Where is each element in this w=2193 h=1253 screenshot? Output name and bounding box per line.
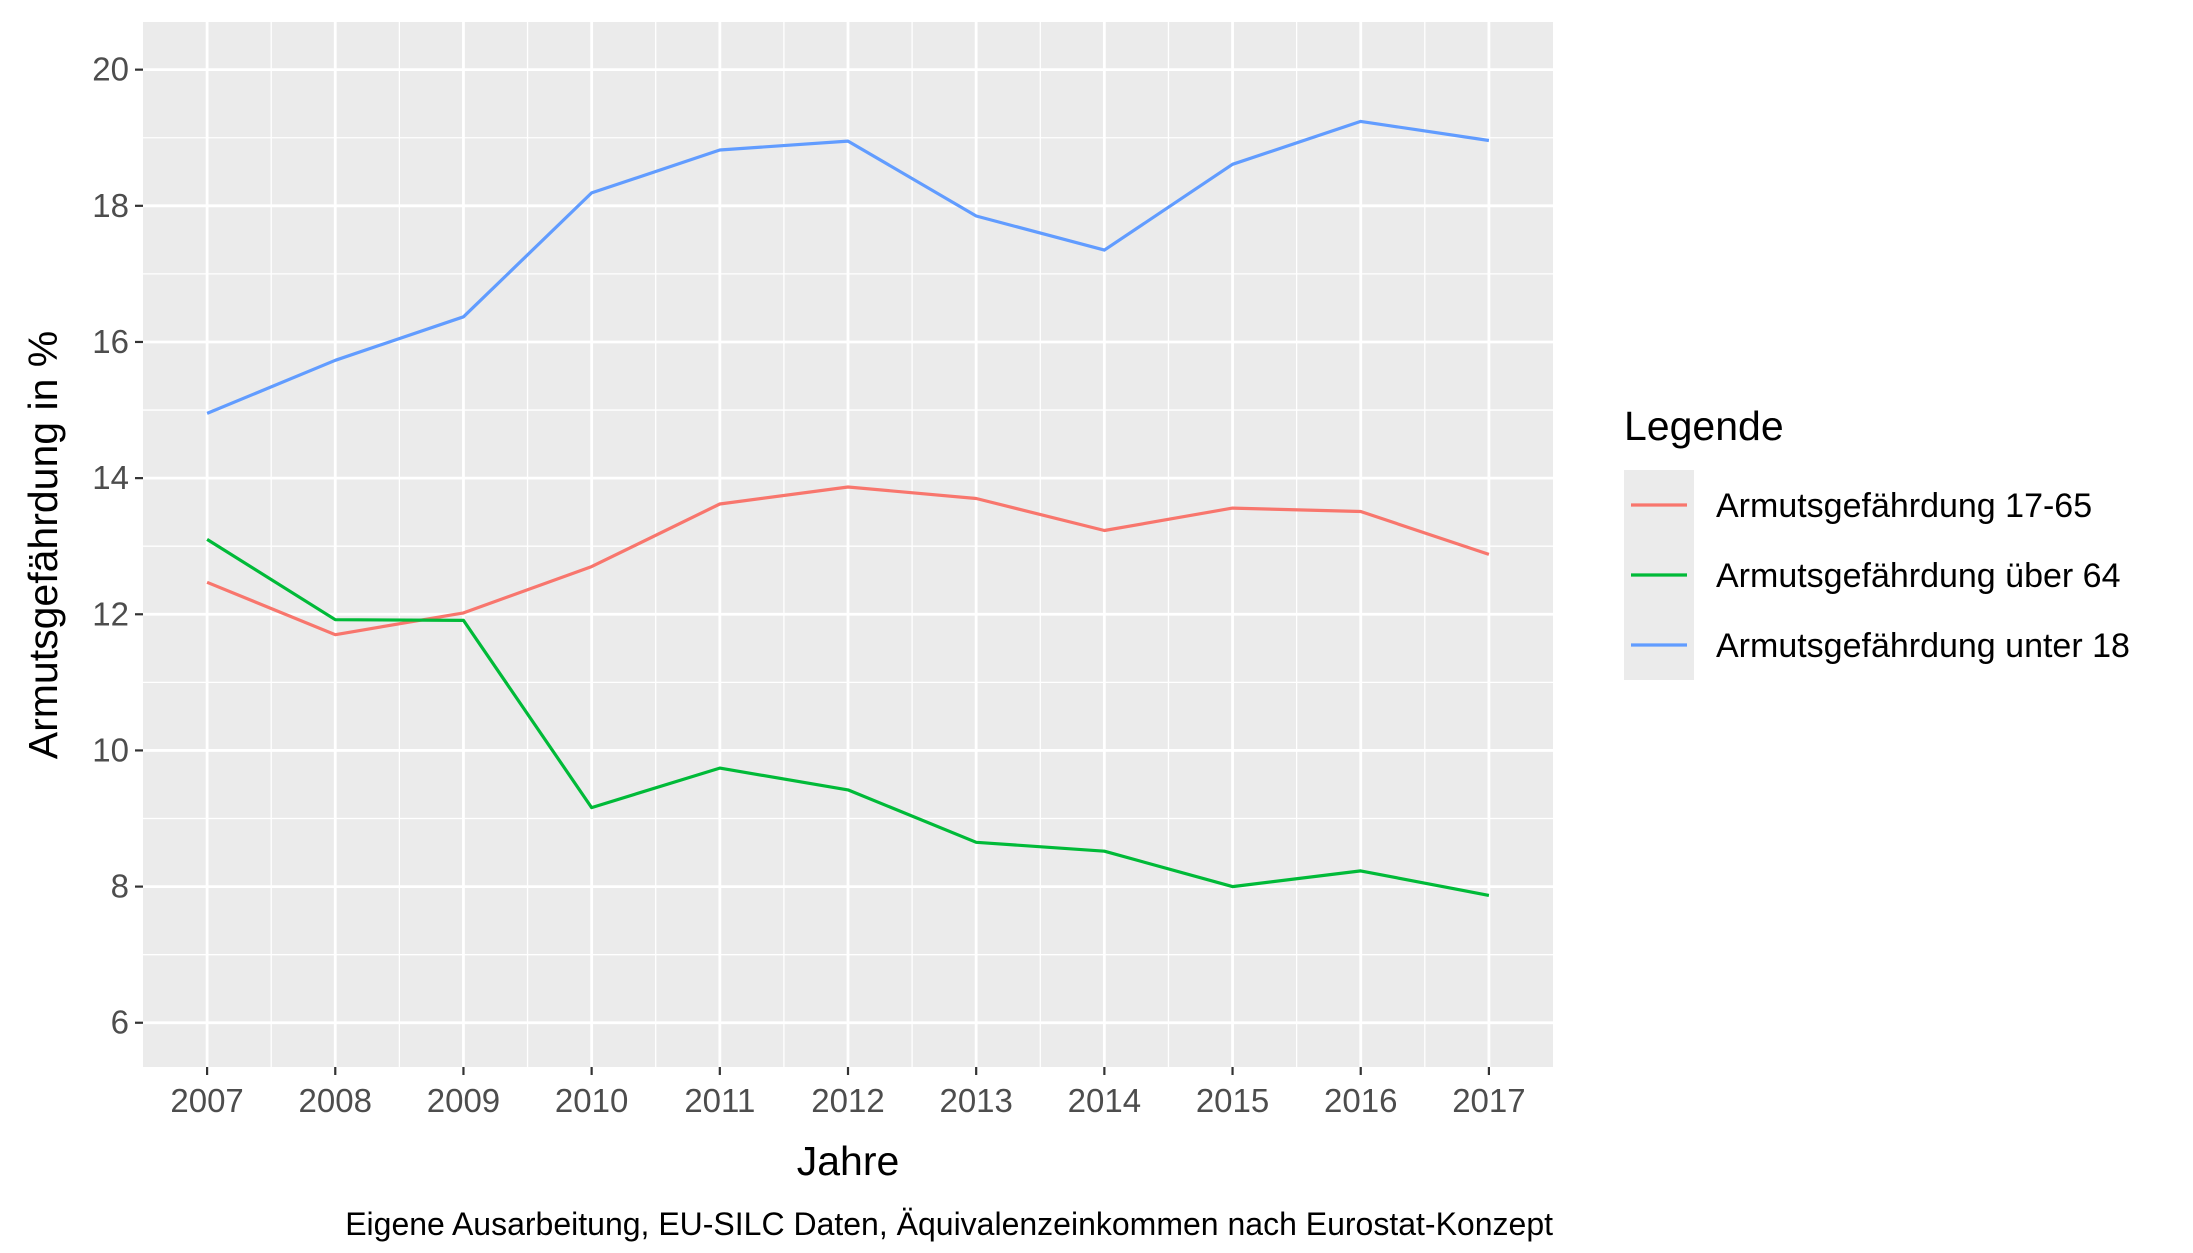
y-tick-label: 10 bbox=[92, 731, 129, 768]
x-tick-label: 2013 bbox=[939, 1082, 1012, 1119]
series-lines bbox=[206, 119, 1490, 897]
major-grid bbox=[143, 22, 1553, 1067]
legend-label: Armutsgefährdung unter 18 bbox=[1716, 627, 2130, 665]
y-axis-title: Armutsgefährdung in % bbox=[20, 331, 66, 759]
y-tick-label: 16 bbox=[92, 323, 129, 360]
y-tick-label: 20 bbox=[92, 51, 129, 88]
series-line-2 bbox=[206, 538, 1490, 897]
x-axis-title: Jahre bbox=[797, 1138, 900, 1184]
y-tick-label: 8 bbox=[111, 868, 129, 905]
legend-label: Armutsgefährdung über 64 bbox=[1716, 557, 2120, 595]
x-tick-label: 2009 bbox=[427, 1082, 500, 1119]
y-tick-label: 12 bbox=[92, 595, 129, 632]
x-tick-label: 2011 bbox=[684, 1082, 755, 1119]
x-axis: 2007 2008 2009 2010 2011 2012 2013 2014 2015 2016… bbox=[170, 1067, 1526, 1119]
x-tick-label: 2012 bbox=[811, 1082, 884, 1119]
legend: Legende Armutsgefährdung 17-65 Armutsgefä… bbox=[1624, 403, 2130, 680]
x-tick-label: 2010 bbox=[555, 1082, 628, 1119]
y-tick-label: 18 bbox=[92, 187, 129, 224]
x-tick-label: 2014 bbox=[1068, 1082, 1141, 1119]
x-tick-label: 2007 bbox=[170, 1082, 243, 1119]
x-tick-label: 2016 bbox=[1324, 1082, 1397, 1119]
y-axis: 6 8 10 12 14 16 18 20 bbox=[92, 51, 143, 1041]
y-tick-label: 6 bbox=[111, 1004, 129, 1041]
x-tick-label: 2008 bbox=[299, 1082, 372, 1119]
y-tick-label: 14 bbox=[92, 459, 129, 496]
legend-label: Armutsgefährdung 17-65 bbox=[1716, 487, 2092, 525]
chart-caption: Eigene Ausarbeitung, EU-SILC Daten, Äqui… bbox=[345, 1206, 1553, 1242]
series-line-3 bbox=[206, 119, 1490, 415]
x-tick-label: 2017 bbox=[1452, 1082, 1525, 1119]
legend-title: Legende bbox=[1624, 403, 1784, 449]
x-tick-label: 2015 bbox=[1196, 1082, 1269, 1119]
